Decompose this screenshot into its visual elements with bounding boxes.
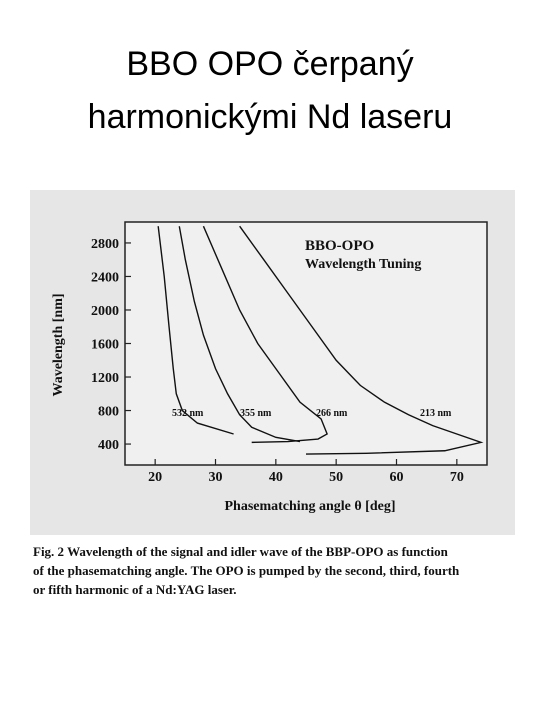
y-tick-label: 400	[98, 438, 119, 453]
caption-line: or fifth harmonic of a Nd:YAG laser.	[33, 582, 237, 597]
x-tick-label: 50	[329, 470, 343, 485]
curve-label: 355 nm	[240, 408, 272, 419]
x-tick-label: 20	[148, 470, 162, 485]
tuning-curve	[157, 226, 234, 435]
x-tick-label: 70	[450, 470, 464, 485]
y-tick-label: 2000	[91, 304, 119, 319]
tuning-curve	[202, 225, 328, 444]
curve-label: 266 nm	[316, 408, 348, 419]
y-tick-label: 800	[98, 405, 119, 420]
slide-title: BBO OPO čerpaný	[126, 45, 413, 83]
curve-label: 213 nm	[420, 408, 452, 419]
y-tick-label: 2400	[91, 270, 119, 285]
tuning-curve	[178, 226, 301, 443]
y-tick-label: 2800	[91, 237, 119, 252]
slide-title: harmonickými Nd laseru	[88, 98, 453, 136]
caption-line: of the phasematching angle. The OPO is p…	[33, 563, 460, 578]
y-axis-label: Wavelength [nm]	[51, 293, 66, 396]
x-tick-label: 30	[209, 470, 223, 485]
caption-line: Fig. 2 Wavelength of the signal and idle…	[33, 544, 449, 559]
y-tick-label: 1600	[91, 338, 119, 353]
tuning-curve	[239, 225, 484, 455]
x-axis-label: Phasematching angle θ [deg]	[224, 499, 395, 514]
y-tick-label: 1200	[91, 371, 119, 386]
x-tick-label: 60	[390, 470, 404, 485]
curve-label: 532 nm	[172, 408, 204, 419]
chart-title: BBO-OPO	[305, 238, 374, 254]
chart-subtitle: Wavelength Tuning	[305, 257, 421, 272]
x-tick-label: 40	[269, 470, 283, 485]
